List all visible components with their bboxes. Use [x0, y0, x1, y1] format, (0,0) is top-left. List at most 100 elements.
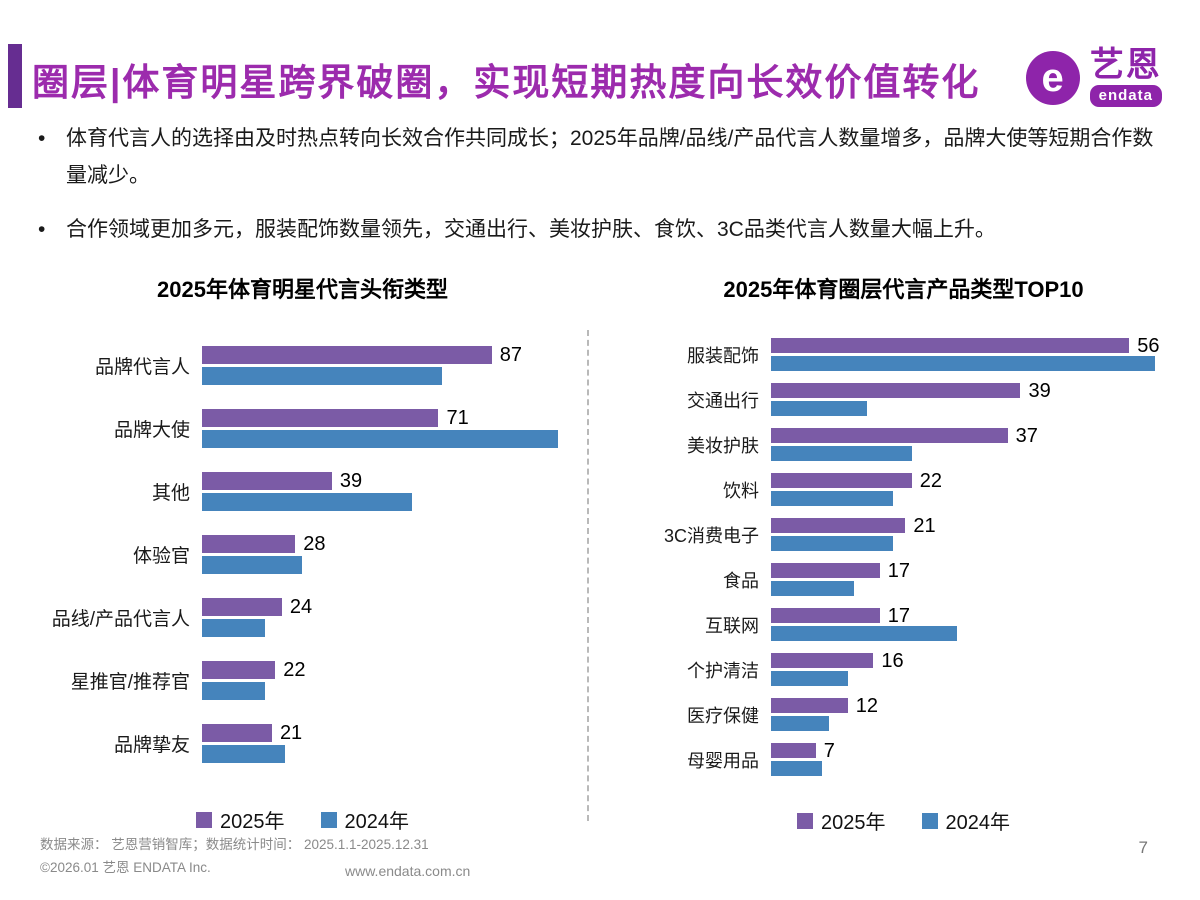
page-title: 圈层|体育明星跨界破圈，实现短期热度向长效价值转化: [32, 62, 981, 103]
bar-2025年: [202, 535, 296, 553]
bar-row: 母婴用品 7: [633, 741, 1174, 776]
logo-name-en: endata: [1089, 85, 1162, 108]
bar-line: 12: [771, 694, 1174, 717]
category-label: 体验官: [132, 546, 190, 567]
bar-group: 21: [202, 723, 575, 763]
bar-2025年: [771, 698, 848, 713]
category-label: 食品: [723, 570, 759, 591]
bar-2024年: [771, 401, 867, 416]
bar-row: 食品 17: [633, 559, 1174, 596]
value-label: 24: [289, 596, 313, 618]
bar-group: 39: [202, 471, 575, 511]
bar-2024年: [771, 671, 848, 686]
bar-group: 87: [202, 344, 575, 385]
bar-group: 7: [771, 741, 1174, 776]
bar-2025年: [771, 338, 1130, 353]
value-label: 28: [303, 533, 326, 555]
bar-line: 21: [771, 514, 1174, 537]
bar-line: [771, 761, 1174, 776]
value-label: 56: [1137, 334, 1160, 357]
bar-line: [202, 430, 575, 448]
bar-line: 24: [202, 596, 575, 618]
chart-title: 2025年体育明星代言头衔类型: [157, 277, 448, 302]
bar-chart-body: 品牌代言人 87 品牌大使 71 其他 39 体验官 28 品线/产品代言人 24 星推官/推荐官 2…: [30, 344, 575, 787]
bar-row: 品牌代言人 87: [30, 344, 575, 385]
legend-item: 2024年: [320, 805, 409, 834]
bar-2024年: [771, 491, 893, 506]
category-label: 饮料: [723, 480, 759, 501]
bar-line: [202, 556, 575, 574]
endata-logo-text: 艺恩 endata: [1089, 46, 1162, 108]
bar-2024年: [202, 367, 442, 385]
charts-section: 2025年体育明星代言头衔类型 品牌代言人 87 品牌大使 71 其他 39 体验官 28 品线…: [30, 272, 1174, 835]
bar-group: 22: [771, 471, 1174, 506]
logo-name-cn: 艺恩: [1089, 46, 1162, 84]
bar-line: 16: [771, 651, 1174, 671]
category-label: 医疗保健: [687, 705, 759, 726]
legend-swatch: [320, 811, 337, 828]
value-label: 22: [283, 659, 306, 681]
bar-2024年: [771, 356, 1155, 371]
bar-group: 21: [771, 514, 1174, 551]
bar-2025年: [771, 743, 816, 758]
bar-chart-body: 服装配饰 56 交通出行 39 美妆护肤 37 饮料 22 3C消费电子 21 食品 17 互联网 17 个…: [633, 334, 1174, 788]
bar-group: 17: [771, 606, 1174, 641]
legend-item: 2025年: [797, 806, 886, 835]
bar-2024年: [771, 716, 829, 731]
bar-line: [202, 619, 575, 637]
legend-label: 2025年: [821, 812, 886, 834]
bar-2025年: [771, 518, 906, 533]
bar-line: 37: [771, 424, 1174, 447]
chart-title: 2025年体育圈层代言产品类型TOP10: [723, 277, 1084, 302]
bar-2024年: [771, 536, 893, 551]
chart-divider: [587, 330, 589, 821]
category-label: 星推官/推荐官: [70, 672, 190, 693]
bar-line: [202, 493, 575, 511]
bar-2024年: [202, 430, 559, 448]
category-label: 互联网: [705, 615, 759, 636]
bar-row: 饮料 22: [633, 471, 1174, 506]
bar-group: 16: [771, 651, 1174, 686]
bar-line: [771, 626, 1174, 641]
bar-row: 互联网 17: [633, 606, 1174, 641]
bar-line: 7: [771, 741, 1174, 761]
bar-row: 美妆护肤 37: [633, 424, 1174, 461]
category-label: 交通出行: [687, 390, 759, 411]
page-number: 7: [1138, 838, 1148, 857]
chart-legend: 2025年 2024年: [633, 806, 1174, 835]
value-label: 12: [855, 694, 878, 717]
value-label: 87: [499, 344, 522, 366]
bar-2025年: [771, 383, 1021, 398]
bar-row: 其他 39: [30, 471, 575, 511]
bullet-item: 体育代言人的选择由及时热点转向长效合作共同成长；2025年品牌/品线/产品代言人…: [36, 120, 1166, 195]
bar-2024年: [202, 682, 266, 700]
bar-line: 56: [771, 334, 1174, 357]
bar-2025年: [771, 428, 1008, 443]
legend-label: 2024年: [945, 812, 1011, 834]
footer-source: 数据来源： 艺恩营销智库；数据统计时间： 2025.1.1-2025.12.31…: [40, 833, 429, 880]
bar-row: 品牌大使 71: [30, 408, 575, 448]
bar-line: 71: [202, 408, 575, 428]
bar-row: 品牌挚友 21: [30, 723, 575, 763]
bar-line: 39: [771, 381, 1174, 401]
value-label: 37: [1015, 424, 1038, 447]
bar-group: 24: [202, 596, 575, 637]
bar-2024年: [202, 619, 266, 637]
legend-swatch: [921, 812, 938, 829]
bar-group: 56: [771, 334, 1174, 371]
bar-group: 39: [771, 381, 1174, 416]
bar-2024年: [771, 446, 912, 461]
category-label: 品牌代言人: [94, 357, 190, 378]
footer-source-line: 数据来源： 艺恩营销智库；数据统计时间： 2025.1.1-2025.12.31: [40, 836, 429, 852]
bar-line: [771, 401, 1174, 416]
category-label: 美妆护肤: [687, 435, 759, 456]
value-label: 17: [887, 559, 910, 582]
bar-2025年: [771, 608, 880, 623]
category-label: 3C消费电子: [663, 525, 759, 546]
footer-copyright: ©2026.01 艺恩 ENDATA Inc.: [40, 860, 211, 876]
bar-line: [771, 671, 1174, 686]
legend-item: 2025年: [196, 805, 285, 834]
value-label: 21: [913, 514, 936, 537]
category-label: 其他: [151, 483, 190, 504]
